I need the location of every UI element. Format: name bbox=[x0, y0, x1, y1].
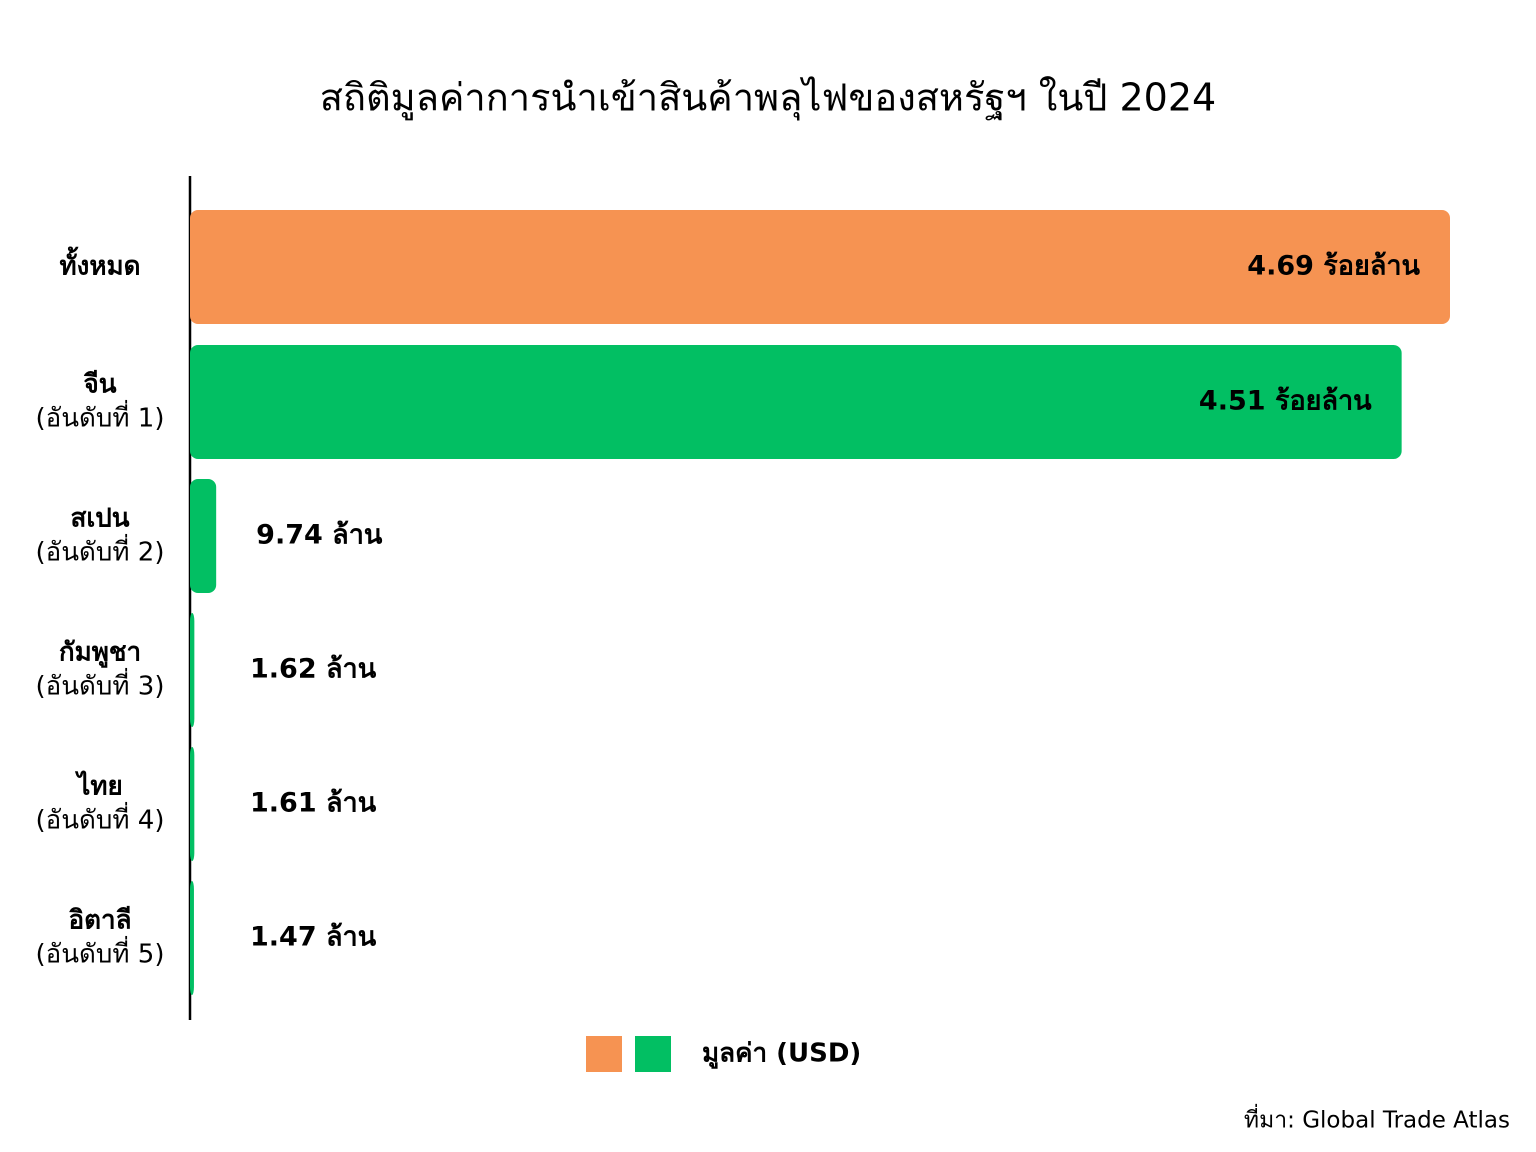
bar bbox=[190, 613, 195, 727]
category-label: ทั้งหมด bbox=[60, 246, 141, 282]
value-label: 1.61 ล้าน bbox=[250, 788, 377, 819]
value-label: 1.47 ล้าน bbox=[250, 922, 377, 953]
value-label: 4.51 ร้อยล้าน bbox=[1199, 386, 1372, 417]
bar bbox=[190, 881, 194, 995]
category-label: สเปน bbox=[70, 504, 129, 534]
category-label: จีน bbox=[83, 370, 116, 400]
category-note: (อันดับที่ 1) bbox=[35, 400, 164, 434]
value-label: 9.74 ล้าน bbox=[256, 520, 383, 551]
bar bbox=[190, 747, 195, 861]
value-label: 4.69 ร้อยล้าน bbox=[1247, 251, 1420, 282]
chart-title: สถิติมูลค่าการนำเข้าสินค้าพลุไฟของสหรัฐฯ… bbox=[320, 76, 1216, 121]
bar bbox=[190, 345, 1402, 459]
value-label: 1.62 ล้าน bbox=[250, 654, 377, 685]
legend-swatch bbox=[635, 1036, 671, 1072]
bar bbox=[190, 210, 1450, 324]
category-label: กัมพูชา bbox=[59, 638, 141, 669]
category-note: (อันดับที่ 5) bbox=[35, 936, 164, 970]
category-label: ไทย bbox=[74, 770, 122, 802]
category-note: (อันดับที่ 3) bbox=[35, 668, 164, 702]
legend-label: มูลค่า (USD) bbox=[702, 1039, 861, 1070]
source: ที่มา: Global Trade Atlas bbox=[1244, 1104, 1510, 1134]
category-label: อิตาลี bbox=[68, 906, 131, 936]
category-note: (อันดับที่ 2) bbox=[35, 534, 164, 568]
bar bbox=[190, 479, 217, 593]
legend-swatch bbox=[586, 1036, 622, 1072]
category-note: (อันดับที่ 4) bbox=[35, 802, 164, 836]
